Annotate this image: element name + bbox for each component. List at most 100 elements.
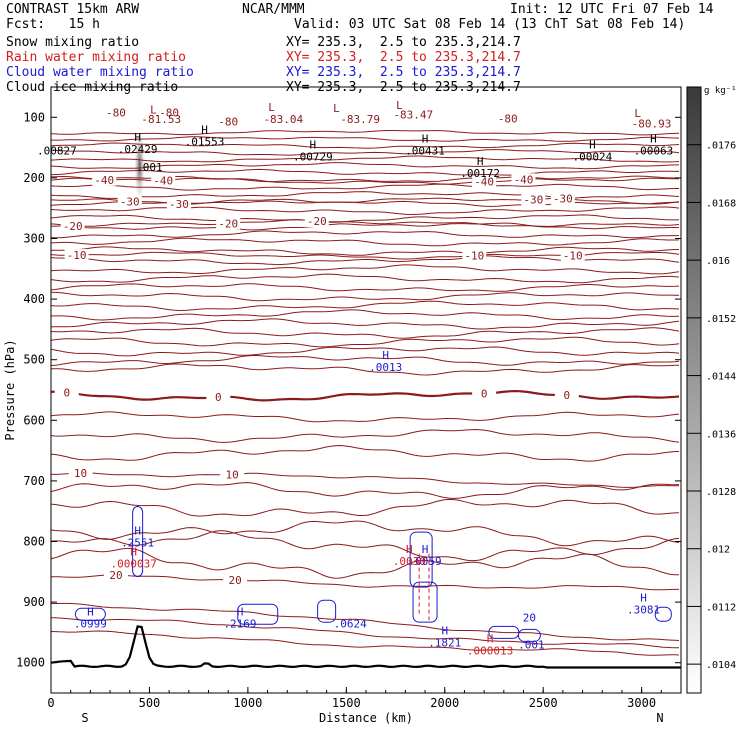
isotherm-line (51, 363, 680, 376)
label-backing (151, 174, 176, 187)
isotherm-label: -30 (553, 193, 573, 206)
cloud-water-max-label: .001 (518, 639, 545, 652)
isotherm-line (50, 354, 680, 366)
isotherm-line (50, 246, 679, 256)
label-backing (304, 215, 329, 228)
snow-max-label: 20 (523, 611, 536, 624)
isotherm--10 (50, 251, 680, 260)
label-backing (117, 195, 142, 208)
isotherm-line (50, 617, 680, 649)
isotherm-line (50, 630, 680, 656)
isotherm-label: -20 (307, 215, 327, 228)
ice-max-label-h: H (310, 139, 317, 152)
temperature-value: -80 (106, 106, 126, 119)
isotherm-line (50, 175, 679, 183)
rain-max-label: .0030 (393, 555, 426, 568)
low-marker: L (396, 99, 403, 112)
cloud-water-max-label: .0013 (369, 361, 402, 374)
isotherm-line (50, 283, 680, 292)
label-backing (54, 386, 79, 399)
isotherm-line (50, 309, 680, 321)
field-name-rain: Rain water mixing ratio (6, 50, 187, 65)
axes-layer: 0 500 1000 1500 2000 2500 30001002003004005006… (3, 110, 681, 725)
isotherm-line (50, 230, 679, 239)
label-backing (206, 391, 231, 404)
y-tick-label: 900 (23, 595, 45, 609)
ice-max-label: .02429 (118, 143, 158, 156)
isotherm-line (50, 300, 680, 312)
y-tick-label: 800 (23, 535, 45, 549)
colorbar-tick-label: .012 (706, 545, 730, 556)
x-tick-label: 1500 (332, 696, 361, 710)
ice-shading (134, 132, 145, 200)
isotherm-line (51, 602, 680, 641)
terrain-line (50, 625, 681, 669)
forecast-hour: Fcst: 15 h (6, 17, 100, 32)
colorbar-tick-label: .0144 (706, 372, 736, 383)
cloud-water-contour (409, 531, 433, 588)
label-backing (60, 219, 85, 232)
chart-title: CONTRAST 15km ARW (6, 2, 140, 17)
y-tick-label: 600 (23, 413, 45, 427)
isotherm-label: -20 (63, 220, 83, 233)
isotherm-line (50, 411, 680, 423)
isotherm-label: -30 (523, 194, 543, 207)
x-axis-label: Distance (km) (319, 711, 413, 725)
label-backing (472, 387, 497, 400)
isotherm-20 (51, 574, 679, 591)
rain-max-label-h: H (487, 633, 494, 646)
cloud-water-contour (74, 607, 106, 621)
valid-time: Valid: 03 UTC Sat 08 Feb 14 (13 ChT Sat … (294, 17, 686, 32)
cloud-water-contour (654, 606, 672, 622)
colorbar-tick-label: .0104 (706, 660, 736, 671)
field-xy-cloud-water: XY= 235.3, 2.5 to 235.3,214.7 (286, 65, 521, 80)
label-backing (216, 217, 241, 230)
isotherm-line (50, 428, 680, 443)
temperature-value: -83.04 (263, 113, 303, 126)
low-marker: L (634, 107, 641, 120)
y-axis-label: Pressure (hPa) (3, 339, 17, 440)
cloud-water-max-label-h: H (382, 349, 389, 362)
temperature-contours-layer (50, 130, 680, 656)
cloud-water-max-label-h: H (640, 591, 647, 604)
cloud-water-max-label-h: H (237, 605, 244, 618)
cloud-water-max-label: .3081 (627, 603, 660, 616)
low-marker: L (333, 102, 340, 115)
isotherm-line (50, 318, 680, 330)
x-tick-label: 2500 (529, 696, 558, 710)
isotherm-label: -10 (563, 250, 583, 263)
cloud-water-max-label: .2551 (121, 537, 154, 550)
label-backing (560, 249, 585, 262)
cloud-water-max-label-h: H (422, 543, 429, 556)
label-backing (472, 175, 497, 188)
ice-shading-layer (134, 132, 145, 200)
isotherm-line (50, 162, 679, 170)
colorbar-tick-label: .0112 (706, 602, 736, 613)
ice-max-label: .00024 (573, 151, 613, 164)
isotherm-label: 0 (564, 389, 571, 402)
label-backing (220, 468, 245, 481)
cloud-water-max-label: .0059 (409, 555, 442, 568)
colorbar-ramp (686, 86, 702, 694)
isotherm-line (50, 327, 680, 339)
colorbar: .0176 .0168 .016 .0152 .0144 .0136 .0128 .012 .0… (686, 86, 737, 694)
cloud-water-contour (132, 506, 144, 577)
cloud-water-max-label: .0624 (334, 617, 367, 630)
rain-max-label-h: H (406, 543, 413, 556)
isotherm-line (50, 130, 680, 136)
isotherm-line (50, 264, 680, 275)
isotherm-label: -40 (94, 174, 114, 187)
cloud-water-max-label: .2169 (223, 617, 256, 630)
isotherm-line (50, 191, 680, 199)
cloud-water-max-label: .1821 (428, 637, 461, 650)
isotherm-10 (51, 472, 679, 488)
y-tick-label: 700 (23, 474, 45, 488)
label-backing (166, 197, 191, 210)
colorbar-tick-label: .0152 (706, 314, 736, 325)
colorbar-tick-label: .016 (706, 256, 730, 267)
field-xy-snow: XY= 235.3, 2.5 to 235.3,214.7 (286, 35, 521, 50)
ice-max-label: .01553 (185, 136, 225, 149)
label-backing (223, 574, 248, 587)
ice-max-label: .00063 (634, 145, 674, 158)
